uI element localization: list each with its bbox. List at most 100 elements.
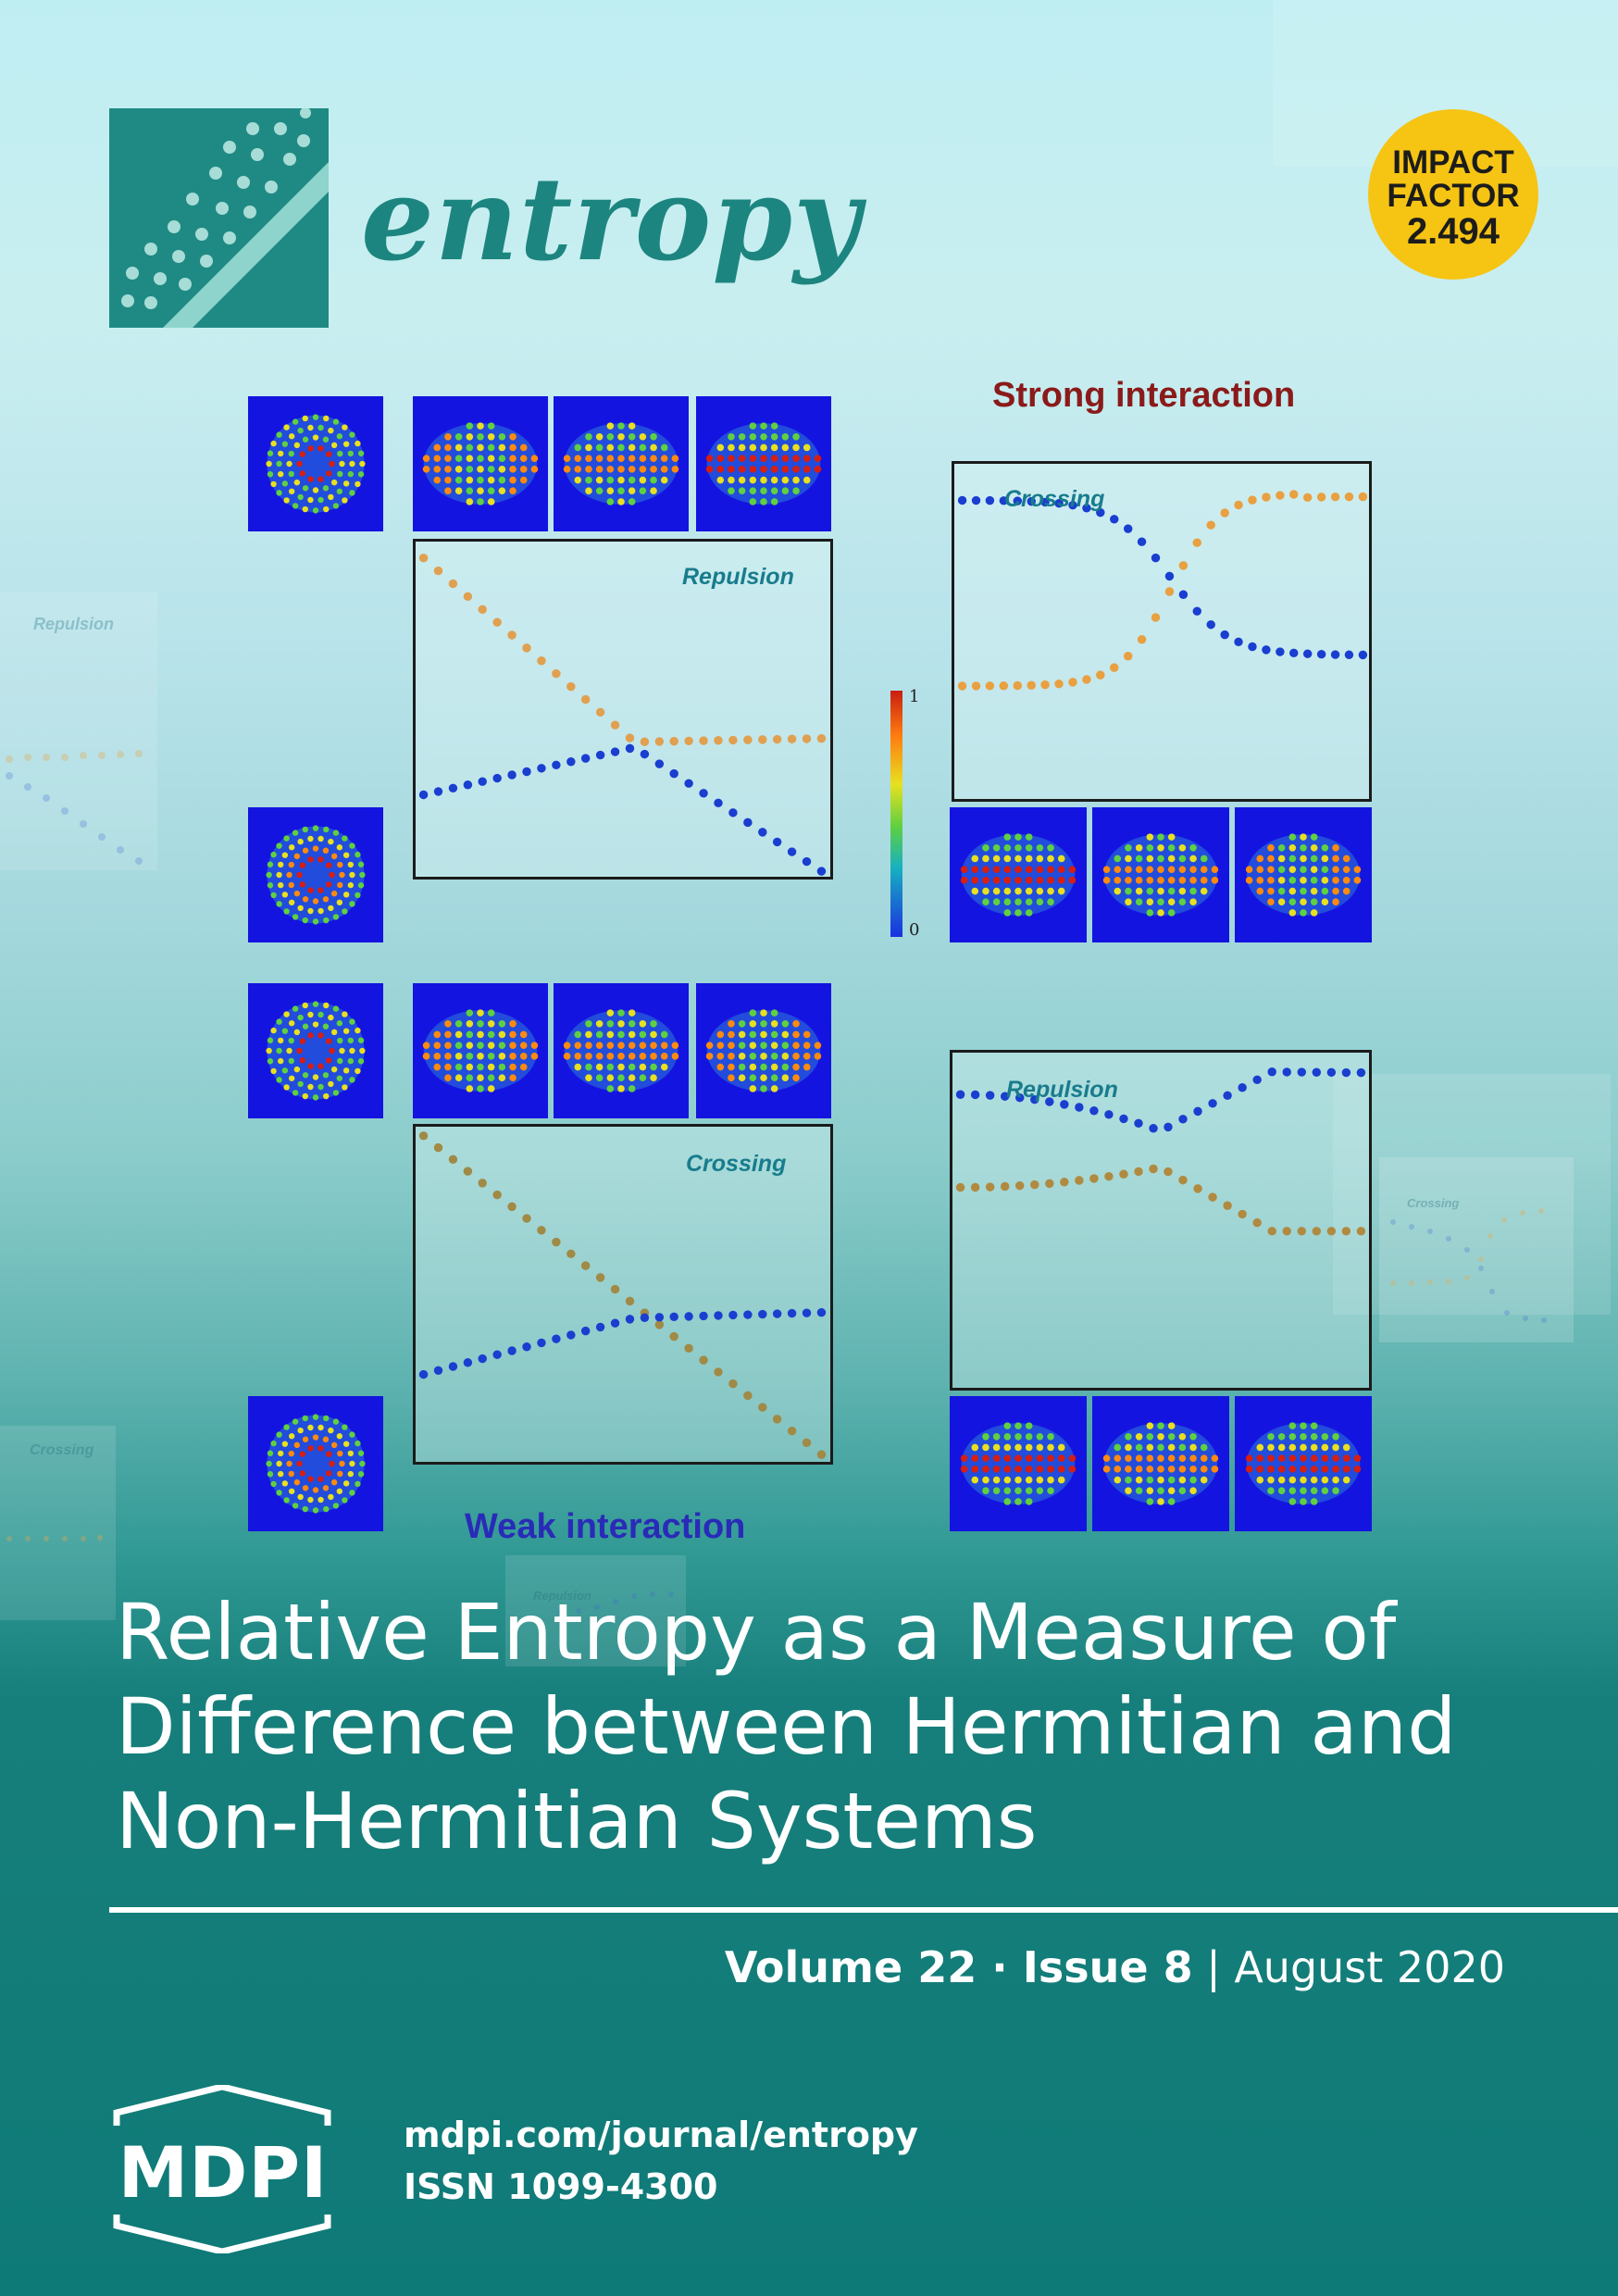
mode-pattern-dot (1025, 877, 1033, 884)
curve-dot (463, 1167, 473, 1176)
journal-url[interactable]: mdpi.com/journal/entropy (404, 2115, 918, 2155)
mode-pattern-dot (1025, 1454, 1033, 1462)
curve-dot (522, 643, 531, 653)
mode-pattern-dot (297, 493, 304, 501)
mode-pattern-dot (1288, 898, 1297, 905)
mode-pattern-dot (342, 908, 348, 915)
curve-dot (625, 743, 635, 754)
curve-dot (433, 1142, 443, 1153)
mode-pattern-dot (477, 1020, 484, 1028)
mode-pattern-dot (1332, 1466, 1339, 1473)
mode-pattern-dot (307, 1496, 314, 1504)
curve-dot (1068, 678, 1077, 687)
mode-pattern-dot (342, 1028, 350, 1034)
mode-pattern-dot (628, 443, 636, 452)
mode-pattern-dot (660, 466, 668, 473)
curve-dot (802, 734, 812, 743)
mode-pattern-dot (585, 1053, 592, 1060)
mode-pattern-dot (487, 1074, 495, 1081)
mode-pattern-dot (617, 1020, 625, 1028)
mode-pattern-glow (267, 1002, 365, 1100)
mode-pattern-dot (606, 1030, 615, 1039)
mode-pattern-dot (1057, 855, 1065, 863)
mode-pattern-dot (1288, 844, 1297, 852)
curve-dot (1220, 508, 1229, 518)
mode-pattern-dot (519, 1030, 528, 1039)
mode-pattern-dot (509, 1074, 517, 1081)
mode-pattern-dot (444, 476, 452, 484)
mode-pattern-dot (1146, 1466, 1154, 1473)
mode-pattern-dot (1025, 887, 1033, 895)
mode-pattern-dot (628, 1042, 636, 1049)
mode-pattern-dot (339, 1047, 345, 1054)
mode-pattern (422, 422, 539, 505)
mode-pattern-dot (292, 1418, 299, 1425)
mode-pattern-dot (1178, 887, 1187, 895)
mode-pattern-dot (1288, 1476, 1297, 1484)
mode-pattern-dot (519, 466, 528, 473)
mode-pattern-dot (277, 1450, 284, 1457)
curve-dot (552, 668, 561, 679)
mode-pattern-dot (585, 433, 592, 441)
mode-pattern-dot (628, 1030, 636, 1039)
mode-pattern-dot (1321, 1443, 1329, 1452)
mode-pattern-dot (487, 476, 495, 484)
mode-pattern-dot (267, 1450, 274, 1456)
mdpi-logo-text: MDPI (118, 2131, 329, 2214)
mode-pattern-dot (728, 1042, 735, 1049)
mode-pattern-dot (487, 1085, 495, 1092)
mode-pattern-dot (1288, 1498, 1297, 1505)
mode-pattern-dot (477, 1030, 484, 1039)
mode-pattern-dot (337, 1057, 343, 1065)
mode-pattern-dot (1146, 833, 1154, 841)
mode-pattern-dot (286, 871, 292, 879)
curve-dot (1164, 587, 1175, 596)
curve-dot (580, 1326, 591, 1336)
mode-pattern-dot (357, 882, 365, 889)
mode-pattern-dot (1014, 844, 1022, 852)
mode-pattern-dot (339, 871, 345, 879)
mode-pattern-dot (277, 861, 284, 868)
mode-pattern-dot (992, 855, 1001, 863)
curve-dot (1000, 1181, 1010, 1192)
mode-pattern-dot (355, 1027, 361, 1034)
curve-dot (552, 760, 561, 770)
article-title-line: Non-Hermitian Systems (116, 1776, 1038, 1866)
curve-dot (816, 733, 827, 743)
curve-dot (714, 736, 723, 745)
mode-pattern-dot (1025, 1433, 1033, 1441)
curve-dot (640, 749, 650, 759)
mode-pattern-dot (1332, 1443, 1339, 1452)
mode-pattern-dot (716, 1030, 725, 1039)
mode-pattern-dot (781, 443, 790, 452)
mode-pattern-dot (803, 1063, 811, 1071)
mode-pattern-dot (347, 450, 355, 457)
mode-pattern-dot (1310, 1466, 1318, 1473)
mode-pattern-dot (288, 433, 295, 440)
mode-pattern-dot (1025, 1466, 1033, 1473)
mode-pattern-dot (1157, 1454, 1164, 1462)
mode-pattern-dot (328, 427, 334, 434)
mode-pattern-dot (322, 1436, 330, 1442)
mode-pattern-dot (617, 498, 625, 505)
mode-pattern-dot (716, 466, 725, 473)
mode-thumbnail (413, 396, 548, 531)
mode-pattern-dot (792, 1053, 800, 1060)
mode-pattern-dot (803, 1030, 811, 1039)
curve-dot (463, 592, 473, 602)
mode-pattern-dot (355, 1067, 361, 1075)
mode-pattern-dot (1332, 877, 1339, 884)
mode-pattern-dot (293, 479, 301, 486)
mode-pattern-dot (454, 1074, 463, 1081)
mode-pattern-dot (628, 1074, 636, 1081)
mode-pattern (266, 1001, 366, 1101)
curve-dot (1312, 1227, 1322, 1236)
mode-pattern-dot (444, 1020, 452, 1028)
mode-pattern-dot (770, 1020, 778, 1028)
mode-pattern-dot (1310, 898, 1318, 905)
mode-pattern-dot (466, 476, 474, 484)
mode-pattern-dot (422, 466, 430, 473)
mode-pattern-dot (355, 892, 361, 899)
mode-pattern-dot (781, 433, 790, 441)
mode-pattern-dot (992, 898, 1001, 905)
